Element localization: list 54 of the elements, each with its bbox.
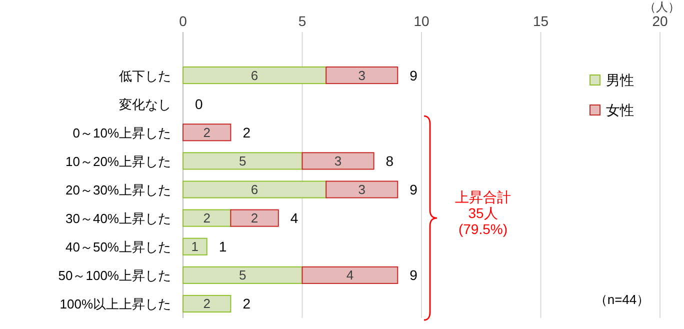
data-label: 4 <box>346 268 354 283</box>
y-tick-label: 変化なし <box>119 96 171 112</box>
x-tick-label: 15 <box>532 13 549 29</box>
y-tick-label: 20～30%上昇した <box>66 182 171 198</box>
data-label: 2 <box>203 124 210 140</box>
bar <box>302 266 398 284</box>
annotation: 上昇合計 35人 (79.5%) <box>455 189 511 237</box>
data-label: 3 <box>358 68 366 83</box>
x-tick-label: 20 <box>652 13 668 29</box>
x-axis-title: （人） <box>644 0 680 14</box>
bar <box>182 180 327 198</box>
y-tick-label: 30～40%上昇した <box>66 211 171 226</box>
data-label: 6 <box>250 182 258 197</box>
data-label: 5 <box>239 268 246 283</box>
y-tick-label: 50～100%上昇した <box>58 268 171 284</box>
y-tick-label: 0～10%上昇した <box>72 125 171 140</box>
bar <box>182 152 303 170</box>
total-label: 9 <box>410 267 418 284</box>
total-label: 9 <box>410 182 418 198</box>
y-tick-label: 10～20%上昇した <box>66 154 171 169</box>
data-label: 1 <box>191 239 199 254</box>
y-tick-label: 40～50%上昇した <box>66 240 171 255</box>
bar <box>182 238 208 256</box>
annotation: （n=44） <box>594 292 650 307</box>
bar <box>326 66 398 84</box>
x-tick-label: 5 <box>298 13 306 29</box>
bar <box>326 180 398 198</box>
total-label: 8 <box>386 152 394 169</box>
total-label: 1 <box>218 238 227 255</box>
bar <box>182 66 327 84</box>
data-label: 2 <box>203 210 210 226</box>
bar <box>230 209 279 227</box>
y-tick-label: 低下した <box>119 68 171 84</box>
data-label: 2 <box>203 296 210 312</box>
x-tick-label: 0 <box>179 13 188 29</box>
data-label: 3 <box>334 153 342 168</box>
total-label: 4 <box>290 210 298 226</box>
total-label: 2 <box>242 296 251 312</box>
bar <box>302 152 374 170</box>
total-label: 2 <box>242 124 251 140</box>
bar <box>182 294 232 313</box>
data-label: 2 <box>250 210 258 226</box>
bar <box>182 209 232 227</box>
bar <box>182 266 303 284</box>
data-label: 6 <box>250 68 258 83</box>
total-label: 9 <box>410 67 418 84</box>
x-tick-label: 10 <box>414 13 430 29</box>
total-label: 0 <box>195 96 203 112</box>
data-label: 3 <box>358 182 366 197</box>
data-label: 5 <box>239 153 246 168</box>
y-tick-label: 100%以上上昇した <box>60 296 171 312</box>
legend-label: 男性 <box>606 72 634 88</box>
legend-label: 女性 <box>606 102 634 118</box>
bar <box>182 124 232 142</box>
